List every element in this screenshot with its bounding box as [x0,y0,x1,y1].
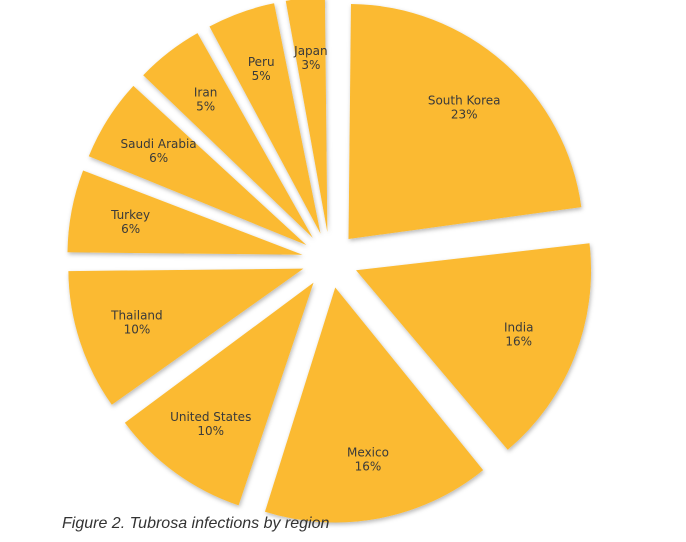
slice-label-japan: Japan 3% [293,44,327,72]
slice-label-india: India 16% [504,321,533,349]
slice-value-label: 23% [451,108,478,122]
slice-label-turkey: Turkey 6% [110,208,150,236]
slice-label-peru: Peru 5% [248,55,275,83]
pie-slice-mexico [264,287,484,523]
slice-label-thailand: Thailand 10% [110,309,163,337]
pie-slice-turkey [67,170,303,255]
pie-slice-peru [209,3,321,234]
slice-category-label: Thailand [110,309,163,323]
slice-label-iran: Iran 5% [194,86,217,114]
pie-slice-united-states [124,282,314,506]
slice-value-label: 3% [301,58,320,72]
slice-category-label: India [504,321,533,335]
slice-value-label: 10% [197,424,224,438]
slice-label-united-states: United States 10% [170,410,251,438]
slice-value-label: 5% [196,100,215,114]
slice-label-south-korea: South Korea 23% [428,94,501,122]
slice-category-label: Mexico [347,445,389,459]
pie-labels: South Korea 23%India 16%Mexico 16%United St… [110,44,533,473]
slice-category-label: Iran [194,86,217,100]
slice-category-label: Saudi Arabia [121,137,197,151]
slice-label-mexico: Mexico 16% [347,445,389,473]
slice-value-label: 10% [124,323,151,337]
slice-category-label: South Korea [428,94,501,108]
pie-slice-iran [143,33,313,238]
slice-value-label: 6% [149,151,168,165]
slice-category-label: United States [170,410,251,424]
slice-label-saudi-arabia: Saudi Arabia 6% [121,137,197,165]
slice-value-label: 6% [121,222,140,236]
slice-category-label: Japan [293,44,327,58]
slice-value-label: 16% [355,459,382,473]
slice-category-label: Turkey [110,208,150,222]
pie-slice-saudi-arabia [88,85,307,246]
pie-slice-india [356,243,592,450]
pie-slices [67,0,592,523]
pie-slice-japan [285,0,328,233]
pie-slice-south-korea [348,4,582,240]
slice-value-label: 5% [252,69,271,83]
slice-category-label: Peru [248,55,275,69]
slice-value-label: 16% [505,335,532,349]
figure-caption: Figure 2. Tubrosa infections by region [62,515,330,532]
pie-slice-thailand [68,268,304,405]
